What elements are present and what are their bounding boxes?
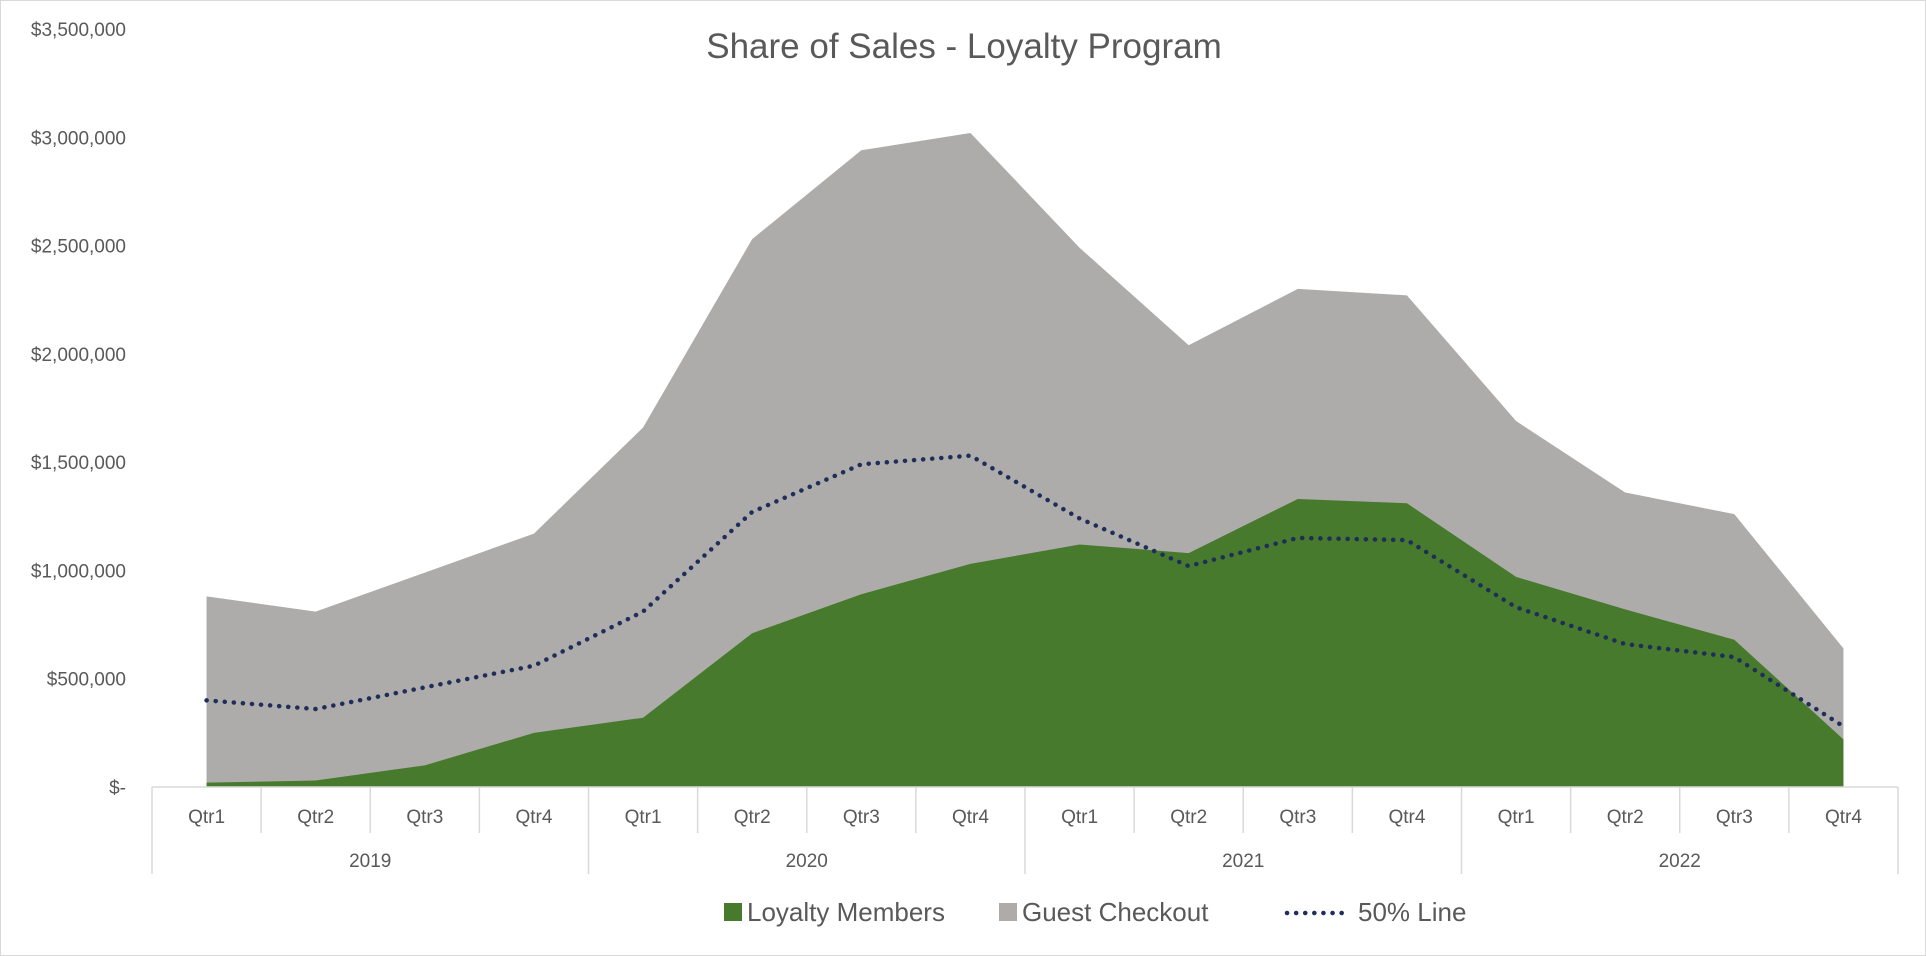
x-tick-label: Qtr1 [625,807,662,828]
plot-areas [204,132,1846,787]
x-tick-label: Qtr3 [1279,807,1316,828]
x-tick-label: Qtr2 [1170,807,1207,828]
x-tick-label: Qtr1 [1498,807,1535,828]
legend-swatch-guest-checkout [999,903,1017,921]
y-axis: $- $500,000 $1,000,000 $1,500,000 $2,000,000… [31,20,126,799]
x-tick-label: Qtr1 [188,807,225,828]
x-tick-label: Qtr4 [952,807,989,828]
y-tick-label: $2,000,000 [31,345,126,366]
y-tick-label: $3,000,000 [31,128,126,149]
x-tick-label: Qtr3 [843,807,880,828]
x-tick-label: Qtr3 [406,807,443,828]
legend: Loyalty Members Guest Checkout 50% Line [724,897,1466,927]
x-tick-label: Qtr3 [1716,807,1753,828]
series-line-50-percent [204,453,1846,729]
legend-label-guest-checkout: Guest Checkout [1022,897,1209,927]
y-tick-label: $- [109,778,126,799]
x-tick-label: Qtr4 [1388,807,1425,828]
legend-swatch-loyalty-members [724,903,742,921]
y-tick-label: $1,000,000 [31,561,126,582]
x-tick-label: Qtr2 [1607,807,1644,828]
x-group-label: 2019 [349,851,391,872]
y-tick-label: $500,000 [47,670,126,691]
legend-label-loyalty-members: Loyalty Members [747,897,945,927]
x-tick-label: Qtr4 [1825,807,1862,828]
x-tick-label: Qtr1 [1061,807,1098,828]
series-area-loyalty-members [206,498,1844,787]
y-tick-label: $2,500,000 [31,237,126,258]
x-group-label: 2020 [786,851,828,872]
y-tick-label: $3,500,000 [31,20,126,41]
x-group-label: 2021 [1222,851,1264,872]
x-tick-label: Qtr4 [515,807,552,828]
chart-title: Share of Sales - Loyalty Program [706,27,1222,66]
x-tick-label: Qtr2 [297,807,334,828]
x-tick-label: Qtr2 [734,807,771,828]
legend-label-50-percent-line: 50% Line [1358,897,1466,927]
x-axis: Qtr1 Qtr2 Qtr3 Qtr4 Qtr1 Qtr2 Qtr3 Qtr4 Qtr1 Qtr2… [151,786,1899,874]
x-group-label: 2022 [1659,851,1701,872]
y-tick-label: $1,500,000 [31,453,126,474]
